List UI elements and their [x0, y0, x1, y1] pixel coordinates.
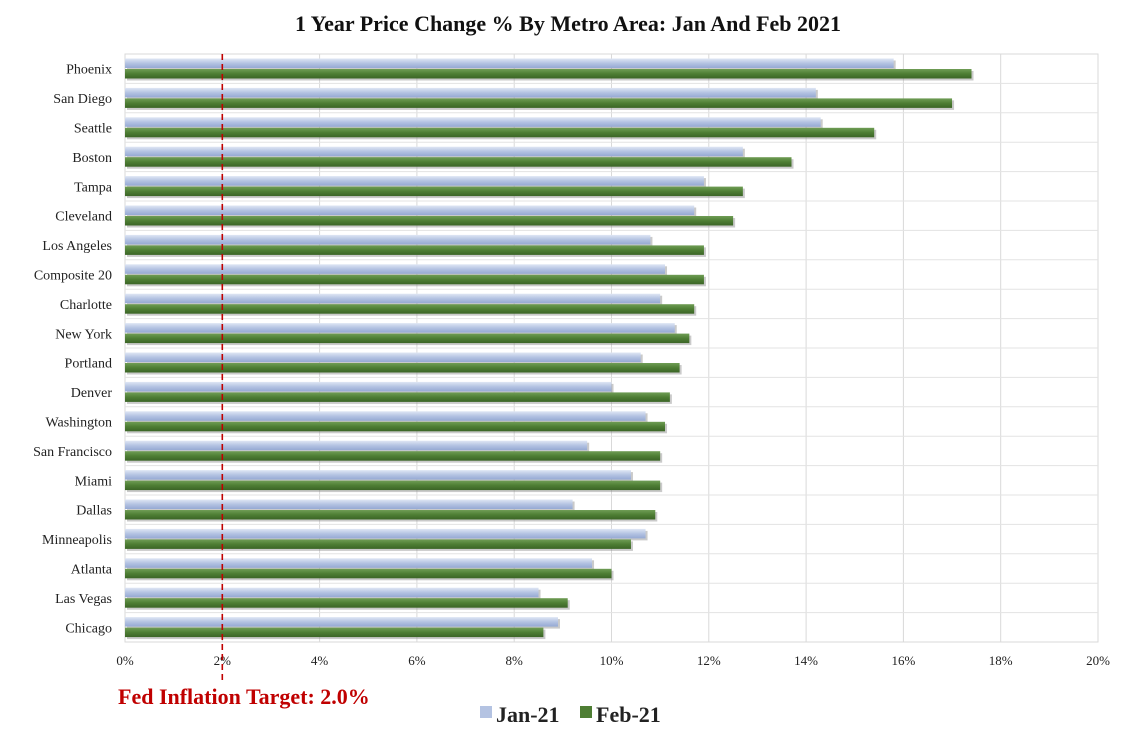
bar-feb-21-new-york	[125, 333, 690, 344]
bar-feb-21-las-vegas	[125, 598, 568, 608]
category-label-san-francisco: San Francisco	[33, 445, 112, 460]
x-axis-tick-labels: 0% 2% 4% 6% 8% 10% 12% 14% 16% 18% 20%	[116, 653, 1110, 668]
category-label-seattle: Seattle	[74, 122, 112, 137]
bar-feb-21-charlotte	[125, 304, 695, 314]
bar-jan-21-seattle	[125, 117, 821, 127]
bar-jan-21-san-diego	[125, 87, 816, 98]
bar-jan-21-los-angeles	[125, 234, 651, 245]
category-label-las-vegas: Las Vegas	[55, 592, 112, 607]
bar-feb-21-san-francisco	[125, 451, 661, 461]
category-label-atlanta: Atlanta	[71, 563, 113, 578]
bar-feb-21-miami	[125, 480, 661, 491]
bar-jan-21-tampa	[125, 176, 704, 186]
bar-feb-21-boston	[125, 157, 792, 167]
category-label-tampa: Tampa	[74, 180, 113, 195]
bar-feb-21-los-angeles	[125, 245, 704, 255]
bar-jan-21-atlanta	[125, 558, 593, 568]
bar-jan-21-chicago	[125, 617, 558, 627]
x-tick-label: 0%	[116, 653, 134, 668]
fed-target-annotation: Fed Inflation Target: 2.0%	[118, 684, 370, 709]
category-label-composite-20: Composite 20	[34, 269, 112, 284]
category-label-phoenix: Phoenix	[66, 63, 112, 78]
bar-feb-21-portland	[125, 363, 680, 373]
legend-label-feb-21: Feb-21	[596, 702, 661, 727]
category-label-denver: Denver	[71, 386, 113, 401]
bar-jan-21-new-york	[125, 323, 675, 333]
bar-feb-21-cleveland	[125, 216, 734, 226]
bar-jan-21-minneapolis	[125, 528, 646, 539]
bar-jan-21-washington	[125, 411, 646, 421]
x-tick-label: 18%	[989, 653, 1013, 668]
x-tick-label: 4%	[311, 653, 329, 668]
category-label-miami: Miami	[75, 474, 112, 489]
bar-feb-21-composite-20	[125, 274, 704, 285]
legend-label-jan-21: Jan-21	[496, 702, 560, 727]
bar-feb-21-dallas	[125, 510, 656, 520]
bar-feb-21-tampa	[125, 186, 743, 197]
category-label-charlotte: Charlotte	[60, 298, 112, 313]
category-label-washington: Washington	[45, 416, 112, 431]
category-label-boston: Boston	[72, 151, 112, 166]
bar-feb-21-san-diego	[125, 98, 953, 108]
x-tick-label: 12%	[697, 653, 721, 668]
category-label-los-angeles: Los Angeles	[42, 239, 112, 254]
bar-feb-21-seattle	[125, 127, 875, 138]
bar-feb-21-denver	[125, 392, 670, 402]
bar-feb-21-atlanta	[125, 568, 612, 579]
x-tick-label: 8%	[506, 653, 524, 668]
x-tick-label: 16%	[891, 653, 915, 668]
legend-swatch-jan-21	[480, 706, 492, 718]
bar-feb-21-minneapolis	[125, 539, 631, 549]
category-label-chicago: Chicago	[65, 621, 112, 636]
x-tick-label: 10%	[600, 653, 624, 668]
bar-jan-21-portland	[125, 352, 641, 362]
bar-jan-21-dallas	[125, 499, 573, 509]
bar-jan-21-san-francisco	[125, 440, 588, 451]
bar-jan-21-denver	[125, 381, 612, 392]
bar-jan-21-composite-20	[125, 264, 666, 274]
legend: Jan-21 Feb-21	[480, 702, 661, 727]
bars	[125, 58, 974, 640]
x-tick-label: 14%	[794, 653, 818, 668]
category-label-san-diego: San Diego	[53, 92, 112, 107]
category-label-minneapolis: Minneapolis	[42, 533, 112, 548]
bar-jan-21-boston	[125, 146, 743, 157]
bar-jan-21-miami	[125, 470, 631, 480]
bar-jan-21-las-vegas	[125, 587, 539, 598]
bar-feb-21-chicago	[125, 627, 544, 638]
bar-feb-21-washington	[125, 421, 666, 432]
chart-title: 1 Year Price Change % By Metro Area: Jan…	[295, 11, 841, 36]
category-label-portland: Portland	[65, 357, 112, 372]
category-label-cleveland: Cleveland	[55, 210, 112, 225]
x-tick-label: 20%	[1086, 653, 1110, 668]
x-tick-label: 6%	[408, 653, 426, 668]
grid-lines	[124, 53, 1099, 643]
bar-jan-21-charlotte	[125, 293, 661, 304]
category-label-dallas: Dallas	[76, 504, 112, 519]
bar-feb-21-phoenix	[125, 69, 972, 79]
category-labels: Phoenix San Diego Seattle Boston Tampa Clevel…	[33, 63, 113, 637]
x-tick-label: 2%	[214, 653, 232, 668]
bar-jan-21-phoenix	[125, 58, 894, 68]
category-label-new-york: New York	[55, 327, 112, 342]
bar-jan-21-cleveland	[125, 205, 695, 215]
legend-swatch-feb-21	[580, 706, 592, 718]
